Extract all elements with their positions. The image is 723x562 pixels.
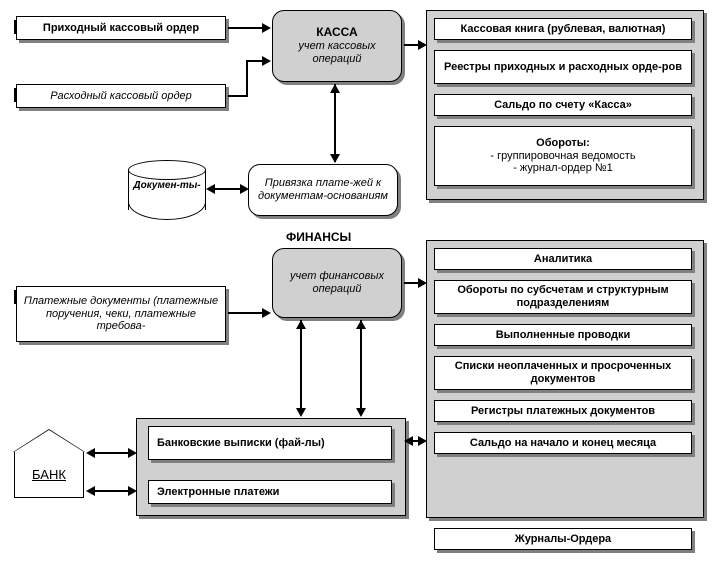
arrow-head	[206, 184, 215, 194]
arrow-head	[404, 436, 413, 446]
tick	[14, 290, 16, 304]
arrow-head	[296, 408, 306, 417]
cash-registers: Реестры приходных и расходных орде-ров	[434, 50, 692, 84]
arrow	[360, 320, 362, 414]
fin-turnover-sub: Обороты по субсчетам и структурным подра…	[434, 280, 692, 314]
arrow-head	[128, 486, 137, 496]
electronic-payments: Электронные платежи	[148, 480, 392, 504]
fin-journals: Журналы-Ордера	[434, 528, 692, 550]
arrow-head	[262, 56, 271, 66]
kassa-title: КАССА	[316, 26, 357, 40]
arrow-head	[86, 448, 95, 458]
arrow-head	[296, 320, 306, 329]
cash-book: Кассовая книга (рублевая, валютная)	[434, 18, 692, 40]
fin-unpaid: Списки неоплаченных и просроченных докум…	[434, 356, 692, 390]
finance-block: учет финансовых операций	[272, 248, 402, 318]
arrow-head	[240, 184, 249, 194]
arrow	[228, 312, 264, 314]
fin-postings: Выполненные проводки	[434, 324, 692, 346]
arrow-head	[262, 23, 271, 33]
fin-registers: Регистры платежных документов	[434, 400, 692, 422]
arrow	[228, 27, 264, 29]
arrow-head	[356, 408, 366, 417]
finance-subtitle: учет финансовых операций	[277, 270, 397, 295]
arrow	[334, 84, 336, 162]
arrow-head	[356, 320, 366, 329]
arrow-head	[418, 40, 427, 50]
incoming-cash-order: Приходный кассовый ордер	[16, 16, 226, 40]
arrow-head	[262, 308, 271, 318]
kassa-subtitle: учет кассовых операций	[277, 40, 397, 65]
cash-balance: Сальдо по счету «Касса»	[434, 94, 692, 116]
binding-block: Привязка плате-жей к документам-основани…	[248, 164, 398, 216]
fin-balance: Сальдо на начало и конец месяца	[434, 432, 692, 454]
arrow-head	[128, 448, 137, 458]
outgoing-cash-order: Расходный кассовый ордер	[16, 84, 226, 108]
documents-cylinder-label: Докумен-ты-	[128, 180, 206, 191]
arrow-head	[86, 486, 95, 496]
bank-label: БАНК	[14, 452, 84, 498]
bank-shape: БАНК	[14, 430, 86, 500]
bank-statements: Банковские выписки (фай-лы)	[148, 426, 392, 460]
finance-title: ФИНАНСЫ	[286, 230, 351, 244]
documents-cylinder: Докумен-ты-	[128, 160, 206, 220]
cash-turnover: Обороты: - группировочная ведомость - жу…	[434, 126, 692, 186]
arrow-head	[330, 84, 340, 93]
cash-turnover-title: Обороты:	[536, 137, 590, 150]
kassa-block: КАССА учет кассовых операций	[272, 10, 402, 82]
cash-turnover-l1: - группировочная ведомость	[490, 150, 635, 163]
arrow	[228, 95, 248, 97]
payment-docs: Платежные документы (платежные поручения…	[16, 286, 226, 342]
arrow-head	[418, 278, 427, 288]
arrow-head	[418, 436, 427, 446]
tick	[14, 20, 16, 34]
arrow-head	[330, 154, 340, 163]
cash-turnover-l2: - журнал-ордер №1	[513, 162, 613, 175]
fin-analytics: Аналитика	[434, 248, 692, 270]
tick	[14, 88, 16, 102]
arrow	[300, 320, 302, 414]
arrow	[246, 60, 248, 97]
